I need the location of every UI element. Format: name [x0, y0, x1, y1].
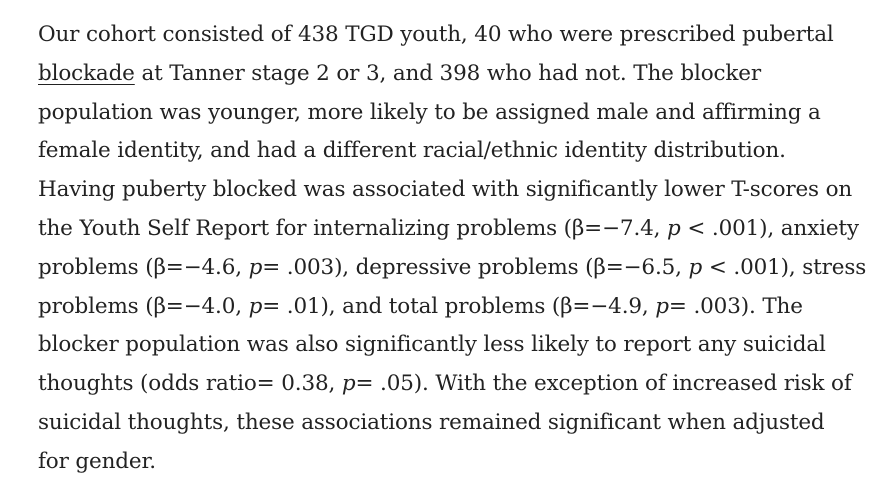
- p-value-symbol: p: [341, 371, 356, 397]
- text-line-4: female identity, and had a different rac…: [38, 138, 786, 164]
- p-value-symbol: p: [248, 254, 263, 280]
- text-segment: problems (β=−4.0,: [38, 293, 249, 319]
- text-segment: < .001), stress: [702, 254, 867, 280]
- text-line-2-rest: at Tanner stage 2 or 3, and 398 who had …: [134, 60, 762, 86]
- text-segment: = .05). With the exception of increased …: [355, 371, 852, 397]
- text-line-7: problems (β=−4.6, p= .003), depressive p…: [38, 249, 888, 288]
- text-line-1: Our cohort consisted of 438 TGD youth, 4…: [38, 22, 834, 47]
- p-value-symbol: p: [688, 254, 703, 280]
- text-segment: problems (β=−4.6,: [38, 254, 249, 280]
- text-segment: = .003). The: [668, 293, 803, 319]
- text-segment: = .003), depressive problems (β=−6.5,: [262, 254, 689, 280]
- text-line-10: thoughts (odds ratio= 0.38, p= .05). Wit…: [38, 365, 888, 404]
- text-line-3: population was younger, more likely to b…: [38, 99, 821, 125]
- p-value-symbol: p: [248, 293, 263, 319]
- text-line-6: the Youth Self Report for internalizing …: [38, 210, 888, 249]
- text-line-8: problems (β=−4.0, p= .01), and total pro…: [38, 288, 888, 327]
- text-line-5: Having puberty blocked was associated wi…: [38, 177, 853, 203]
- abstract-paragraph: Our cohort consisted of 438 TGD youth, 4…: [38, 16, 888, 482]
- text-line-12: for gender.: [38, 448, 156, 474]
- text-line-2: blockade at Tanner stage 2 or 3, and 398…: [38, 55, 888, 94]
- blockade-link[interactable]: blockade: [38, 60, 135, 86]
- text-segment: = .01), and total problems (β=−4.9,: [262, 293, 656, 319]
- text-line-11: suicidal thoughts, these associations re…: [38, 409, 825, 435]
- text-segment: < .001), anxiety: [680, 215, 859, 241]
- p-value-symbol: p: [655, 293, 669, 319]
- p-value-symbol: p: [667, 215, 681, 241]
- text-segment: the Youth Self Report for internalizing …: [38, 215, 668, 241]
- text-line-9: blocker population was also significantl…: [38, 332, 826, 358]
- text-segment: thoughts (odds ratio= 0.38,: [38, 371, 342, 397]
